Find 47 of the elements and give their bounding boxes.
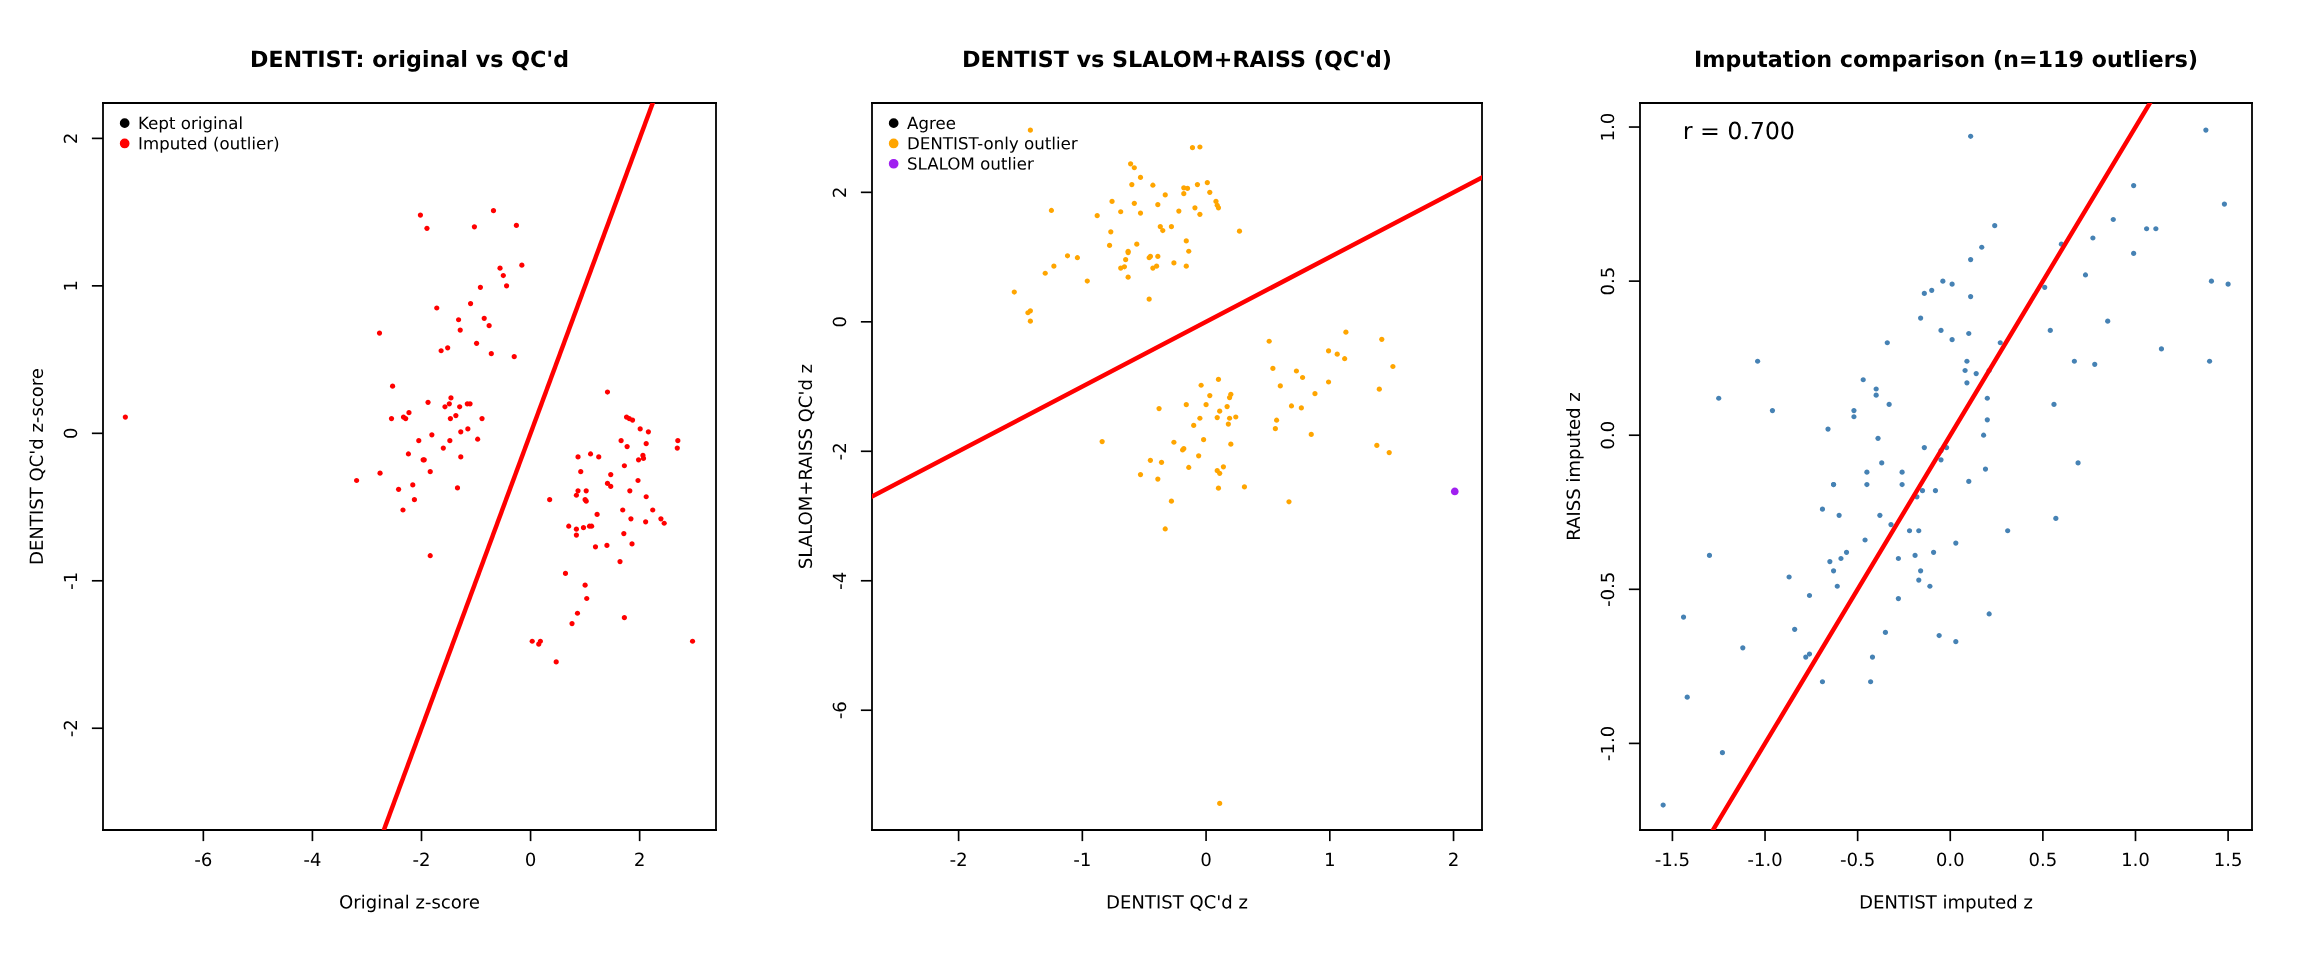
legend-label: Imputed (outlier) <box>139 136 279 153</box>
x-tick-label: 0 <box>526 852 536 867</box>
legend-label: DENTIST-only outlier <box>908 136 1078 153</box>
x-tick-label: -4 <box>304 852 321 866</box>
y-tick-label: -2 <box>63 721 78 737</box>
x-tick-label: -2 <box>950 852 966 866</box>
x-tick-label: -1.0 <box>1748 852 1782 867</box>
x-tick-label: -6 <box>195 852 212 867</box>
chart-title: DENTIST: original vs QC'd <box>251 50 568 72</box>
y-tick-label: 0 <box>832 317 847 327</box>
chart-title: Imputation comparison (n=119 outliers) <box>1696 50 2197 72</box>
x-tick-label: 2 <box>1449 852 1458 866</box>
y-tick-label: 1 <box>63 281 78 290</box>
x-tick-label: 1.5 <box>2215 852 2241 867</box>
y-tick-label: -1 <box>63 573 78 589</box>
chart-title: DENTIST vs SLALOM+RAISS (QC'd) <box>964 50 1391 71</box>
y-tick-label: 1.0 <box>1600 113 1615 140</box>
y-tick-label: -1.0 <box>1600 726 1615 761</box>
x-axis-title: DENTIST QC'd z <box>1107 894 1248 911</box>
y-tick-label: -6 <box>832 702 847 719</box>
y-axis-title: SLALOM+RAISS QC'd z <box>798 364 815 568</box>
legend-label: Kept original <box>139 116 242 133</box>
y-tick-label: 0.0 <box>1600 422 1615 449</box>
y-tick-label: 0 <box>63 428 78 438</box>
y-tick-label: 0.5 <box>1600 268 1615 295</box>
legend-label: SLALOM outlier <box>908 156 1034 170</box>
x-tick-label: 0.0 <box>1937 852 1964 867</box>
y-tick-label: 2 <box>832 188 847 197</box>
x-tick-label: -0.5 <box>1840 852 1874 867</box>
x-tick-label: 0 <box>1201 852 1211 867</box>
y-axis-title: DENTIST QC'd z-score <box>29 369 46 564</box>
y-tick-label: 2 <box>63 134 78 143</box>
y-tick-label: -0.5 <box>1600 573 1615 607</box>
y-axis-title: RAISS imputed z <box>1566 393 1584 539</box>
x-axis-title: DENTIST imputed z <box>1860 894 2033 913</box>
x-tick-label: 2 <box>635 852 644 866</box>
x-tick-label: -1.5 <box>1655 852 1689 867</box>
y-tick-label: -2 <box>832 444 847 460</box>
x-tick-label: 1 <box>1326 852 1334 866</box>
annotation: r = 0.700 <box>1684 121 1794 140</box>
x-tick-label: 0.5 <box>2029 852 2056 867</box>
x-tick-label: 1.0 <box>2123 852 2149 867</box>
legend-label: Agree <box>907 116 956 133</box>
y-tick-label: -4 <box>832 572 847 589</box>
x-tick-label: -1 <box>1074 852 1090 866</box>
x-axis-title: Original z-score <box>340 894 479 913</box>
x-tick-label: -2 <box>413 852 429 866</box>
